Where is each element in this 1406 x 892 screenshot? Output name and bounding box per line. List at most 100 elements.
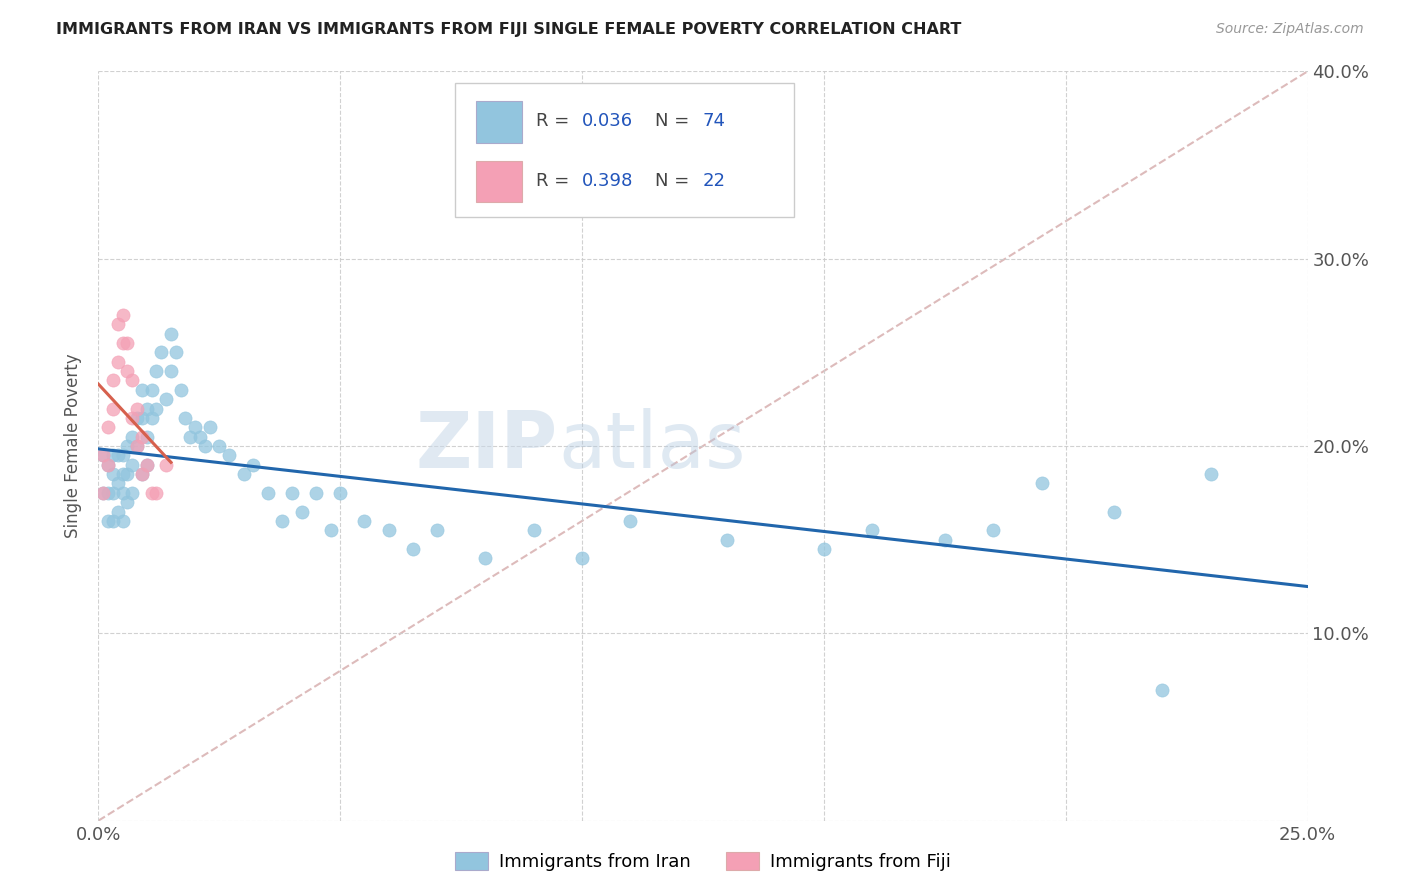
Point	[91, 449, 114, 463]
Text: ZIP: ZIP	[416, 408, 558, 484]
FancyBboxPatch shape	[475, 102, 522, 143]
Point	[1152, 682, 1174, 697]
Point	[117, 364, 139, 378]
Point	[97, 420, 120, 434]
Text: N =: N =	[655, 172, 695, 190]
Y-axis label: Single Female Poverty: Single Female Poverty	[65, 354, 83, 538]
Point	[474, 551, 496, 566]
Point	[101, 514, 124, 528]
Point	[101, 486, 124, 500]
Point	[127, 439, 149, 453]
Point	[131, 467, 153, 482]
Text: 22: 22	[703, 172, 725, 190]
FancyBboxPatch shape	[475, 161, 522, 202]
Point	[111, 467, 134, 482]
Point	[208, 439, 231, 453]
Point	[111, 336, 134, 351]
Text: atlas: atlas	[558, 408, 745, 484]
Point	[117, 467, 139, 482]
Point	[145, 401, 167, 416]
Point	[121, 458, 143, 472]
Point	[160, 326, 183, 341]
Point	[571, 551, 593, 566]
Point	[117, 439, 139, 453]
Point	[141, 411, 163, 425]
Point	[135, 430, 157, 444]
Point	[184, 420, 207, 434]
Point	[165, 345, 187, 359]
Point	[402, 542, 425, 557]
Point	[131, 383, 153, 397]
Point	[111, 486, 134, 500]
Point	[97, 458, 120, 472]
Point	[111, 449, 134, 463]
Point	[232, 467, 254, 482]
Point	[1199, 467, 1222, 482]
Point	[127, 439, 149, 453]
Point	[135, 458, 157, 472]
Point	[107, 318, 129, 332]
Point	[1031, 476, 1053, 491]
FancyBboxPatch shape	[456, 83, 793, 218]
Point	[256, 486, 278, 500]
Point	[329, 486, 352, 500]
Text: R =: R =	[536, 172, 575, 190]
Point	[107, 476, 129, 491]
Point	[716, 533, 738, 547]
Text: IMMIGRANTS FROM IRAN VS IMMIGRANTS FROM FIJI SINGLE FEMALE POVERTY CORRELATION C: IMMIGRANTS FROM IRAN VS IMMIGRANTS FROM …	[56, 22, 962, 37]
Point	[290, 505, 312, 519]
Point	[934, 533, 956, 547]
Point	[131, 467, 153, 482]
Point	[111, 308, 134, 322]
Point	[101, 401, 124, 416]
Text: Source: ZipAtlas.com: Source: ZipAtlas.com	[1216, 22, 1364, 37]
Point	[111, 514, 134, 528]
Point	[198, 420, 221, 434]
Point	[101, 374, 124, 388]
Point	[426, 524, 449, 538]
Point	[101, 449, 124, 463]
Point	[523, 524, 546, 538]
Point	[174, 411, 197, 425]
Point	[194, 439, 217, 453]
Point	[117, 495, 139, 509]
Point	[150, 345, 173, 359]
Point	[97, 486, 120, 500]
Point	[145, 486, 167, 500]
Point	[271, 514, 294, 528]
Point	[155, 458, 177, 472]
Text: 0.036: 0.036	[582, 112, 633, 130]
Point	[179, 430, 201, 444]
Point	[131, 430, 153, 444]
Point	[117, 336, 139, 351]
Point	[121, 430, 143, 444]
Point	[1102, 505, 1125, 519]
Point	[135, 458, 157, 472]
Point	[127, 411, 149, 425]
Point	[242, 458, 264, 472]
Point	[131, 411, 153, 425]
Point	[135, 401, 157, 416]
Point	[91, 486, 114, 500]
Point	[107, 505, 129, 519]
Point	[981, 524, 1004, 538]
Point	[169, 383, 191, 397]
Text: N =: N =	[655, 112, 695, 130]
Legend: Immigrants from Iran, Immigrants from Fiji: Immigrants from Iran, Immigrants from Fi…	[449, 845, 957, 879]
Point	[97, 514, 120, 528]
Point	[101, 467, 124, 482]
Text: 0.398: 0.398	[582, 172, 634, 190]
Point	[141, 383, 163, 397]
Point	[141, 486, 163, 500]
Point	[619, 514, 641, 528]
Text: R =: R =	[536, 112, 575, 130]
Text: 74: 74	[703, 112, 725, 130]
Point	[121, 486, 143, 500]
Point	[91, 449, 114, 463]
Point	[121, 411, 143, 425]
Point	[353, 514, 375, 528]
Point	[107, 355, 129, 369]
Point	[813, 542, 835, 557]
Point	[160, 364, 183, 378]
Point	[97, 458, 120, 472]
